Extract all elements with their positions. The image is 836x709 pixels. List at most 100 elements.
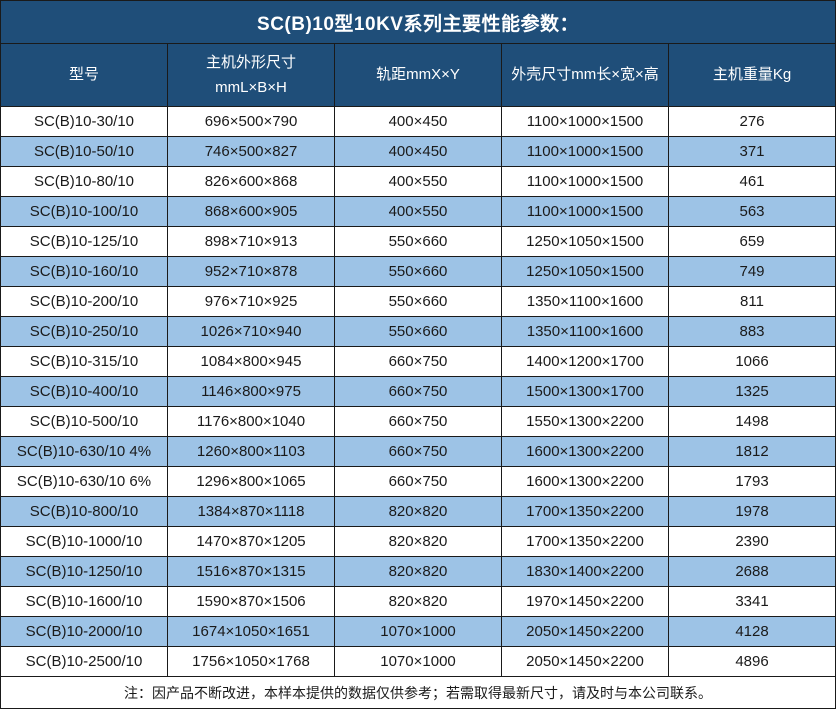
table-cell: 1700×1350×2200 [501,526,669,557]
table-cell: SC(B)10-250/10 [0,316,168,347]
table-cell: SC(B)10-315/10 [0,346,168,377]
table-cell: 1176×800×1040 [167,406,335,437]
table-cell: 1100×1000×1500 [501,106,669,137]
table-cell: 1793 [668,466,836,497]
table-cell: 1600×1300×2200 [501,466,669,497]
table-cell: 1384×870×1118 [167,496,335,527]
table-cell: 2050×1450×2200 [501,646,669,677]
table-cell: 820×820 [334,556,502,587]
table-cell: 1026×710×940 [167,316,335,347]
table-cell: 1325 [668,376,836,407]
table-row: SC(B)10-80/10 826×600×868 400×550 1100×1000… [0,166,836,197]
table-cell: 1500×1300×1700 [501,376,669,407]
table-cell: 1978 [668,496,836,527]
table-row: SC(B)10-630/10 4% 1260×800×1103 660×750 160… [0,436,836,467]
table-cell: 1066 [668,346,836,377]
table-row: SC(B)10-315/10 1084×800×945 660×750 1400×12… [0,346,836,377]
table-cell: 1498 [668,406,836,437]
table-cell: 660×750 [334,466,502,497]
table-row: SC(B)10-630/10 6% 1296×800×1065 660×750 160… [0,466,836,497]
table-cell: SC(B)10-1000/10 [0,526,168,557]
table-cell: SC(B)10-160/10 [0,256,168,287]
table-cell: 1350×1100×1600 [501,316,669,347]
table-row: SC(B)10-1000/10 1470×870×1205 820×820 1700×… [0,526,836,557]
table-cell: 1084×800×945 [167,346,335,377]
table-cell: SC(B)10-800/10 [0,496,168,527]
table-row: SC(B)10-2000/10 1674×1050×1651 1070×1000 20… [0,616,836,647]
table-cell: 660×750 [334,376,502,407]
table-cell: 660×750 [334,346,502,377]
table-cell: SC(B)10-1250/10 [0,556,168,587]
table-cell: 976×710×925 [167,286,335,317]
table-row: SC(B)10-1600/10 1590×870×1506 820×820 1970×… [0,586,836,617]
col-header-main-dimensions: 主机外形尺寸 mmL×B×H [167,43,335,107]
table-cell: 868×600×905 [167,196,335,227]
table-cell: 1350×1100×1600 [501,286,669,317]
table-cell: 820×820 [334,586,502,617]
table-cell: 1296×800×1065 [167,466,335,497]
table-cell: SC(B)10-2000/10 [0,616,168,647]
col-header-rail-distance: 轨距mmX×Y [334,43,502,107]
table-row: SC(B)10-1250/10 1516×870×1315 820×820 1830×… [0,556,836,587]
table-cell: SC(B)10-125/10 [0,226,168,257]
table-cell: 1812 [668,436,836,467]
table-cell: SC(B)10-80/10 [0,166,168,197]
table-row: SC(B)10-200/10 976×710×925 550×660 1350×110… [0,286,836,317]
table-cell: 400×550 [334,196,502,227]
table-cell: 1700×1350×2200 [501,496,669,527]
table-cell: 1590×870×1506 [167,586,335,617]
table-cell: 1470×870×1205 [167,526,335,557]
table-cell: 1250×1050×1500 [501,226,669,257]
table-row: SC(B)10-160/10 952×710×878 550×660 1250×105… [0,256,836,287]
col-header-weight: 主机重量Kg [668,43,836,107]
note-row: 注：因产品不断改进，本样本提供的数据仅供参考；若需取得最新尺寸，请及时与本公司联… [0,676,836,709]
table-cell: 1550×1300×2200 [501,406,669,437]
col-header-shell-dimensions: 外壳尺寸mm长×宽×高 [501,43,669,107]
table-cell: 1100×1000×1500 [501,136,669,167]
table-cell: 1070×1000 [334,646,502,677]
table-cell: 400×450 [334,106,502,137]
column-header-row: 型号 主机外形尺寸 mmL×B×H 轨距mmX×Y 外壳尺寸mm长×宽×高 主机… [0,43,836,107]
table-cell: 696×500×790 [167,106,335,137]
table-cell: 1100×1000×1500 [501,196,669,227]
table-cell: SC(B)10-500/10 [0,406,168,437]
table-cell: 883 [668,316,836,347]
table-cell: 820×820 [334,496,502,527]
table-cell: 1100×1000×1500 [501,166,669,197]
table-cell: SC(B)10-400/10 [0,376,168,407]
table-cell: 4128 [668,616,836,647]
table-cell: 276 [668,106,836,137]
table-row: SC(B)10-400/10 1146×800×975 660×750 1500×13… [0,376,836,407]
table-cell: 2390 [668,526,836,557]
table-cell: SC(B)10-2500/10 [0,646,168,677]
footer-note: 注：因产品不断改进，本样本提供的数据仅供参考；若需取得最新尺寸，请及时与本公司联… [0,676,836,709]
title-row: SC(B)10型10KV系列主要性能参数： [0,0,836,44]
table-row: SC(B)10-125/10 898×710×913 550×660 1250×105… [0,226,836,257]
table-cell: 746×500×827 [167,136,335,167]
table-cell: SC(B)10-200/10 [0,286,168,317]
table-cell: 1146×800×975 [167,376,335,407]
table-cell: 1070×1000 [334,616,502,647]
table-cell: SC(B)10-50/10 [0,136,168,167]
table-cell: 550×660 [334,226,502,257]
table-cell: SC(B)10-630/10 4% [0,436,168,467]
table-cell: 400×450 [334,136,502,167]
table-cell: 550×660 [334,256,502,287]
table-cell: 820×820 [334,526,502,557]
table-cell: 660×750 [334,406,502,437]
table-row: SC(B)10-250/10 1026×710×940 550×660 1350×11… [0,316,836,347]
table-title: SC(B)10型10KV系列主要性能参数： [0,0,836,44]
table-cell: 4896 [668,646,836,677]
table-cell: 659 [668,226,836,257]
table-cell: 826×600×868 [167,166,335,197]
table-cell: 1260×800×1103 [167,436,335,467]
table-cell: 1250×1050×1500 [501,256,669,287]
table-row: SC(B)10-800/10 1384×870×1118 820×820 1700×1… [0,496,836,527]
table-body: SC(B)10-30/10 696×500×790 400×450 1100×1000… [0,106,836,677]
table-row: SC(B)10-30/10 696×500×790 400×450 1100×1000… [0,106,836,137]
table-row: SC(B)10-2500/10 1756×1050×1768 1070×1000 20… [0,646,836,677]
table-cell: 550×660 [334,286,502,317]
table-cell: 1600×1300×2200 [501,436,669,467]
table-cell: SC(B)10-100/10 [0,196,168,227]
